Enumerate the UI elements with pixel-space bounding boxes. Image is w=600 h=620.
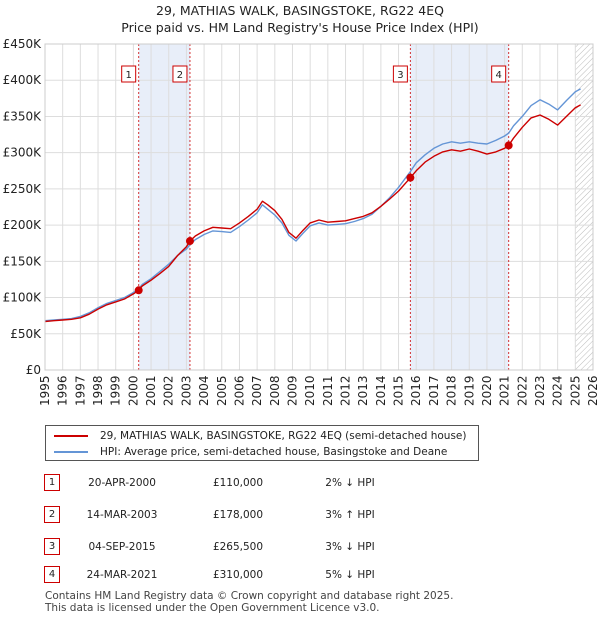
forecast-region xyxy=(575,44,593,370)
table-row: 3 04-SEP-2015 £265,500 3% ↓ HPI xyxy=(0,538,600,556)
chart-subtitle: Price paid vs. HM Land Registry's House … xyxy=(121,20,479,35)
x-tick-label: 1996 xyxy=(56,375,70,406)
legend: 29, MATHIAS WALK, BASINGSTOKE, RG22 4EQ … xyxy=(45,425,479,461)
footer-copyright: Contains HM Land Registry data © Crown c… xyxy=(45,590,454,602)
x-tick-label: 1997 xyxy=(73,375,87,406)
sale-point-3 xyxy=(406,173,415,182)
transaction-price: £178,000 xyxy=(212,509,264,521)
x-tick-label: 2002 xyxy=(162,375,176,406)
sale-badge-3 xyxy=(392,65,408,83)
x-tick-label: 2011 xyxy=(321,375,335,406)
plot-frame xyxy=(44,43,594,371)
x-tick-label: 2012 xyxy=(339,375,353,406)
y-tick-label: £450K xyxy=(3,37,43,51)
transaction-price: £310,000 xyxy=(212,569,264,581)
x-tick-label: 2001 xyxy=(144,375,158,406)
sale-point-1 xyxy=(134,286,143,295)
sale-badge-1 xyxy=(121,65,137,83)
transaction-badge: 2 xyxy=(44,506,60,523)
x-tick-label: 2024 xyxy=(551,375,565,406)
x-tick-label: 2013 xyxy=(356,375,370,406)
chart-title: 29, MATHIAS WALK, BASINGSTOKE, RG22 4EQ xyxy=(156,3,444,18)
legend-label-property: 29, MATHIAS WALK, BASINGSTOKE, RG22 4EQ … xyxy=(100,430,467,442)
x-tick-label: 2010 xyxy=(303,375,317,406)
sale-badge-label-4: 4 xyxy=(495,70,501,81)
x-tick-label: 2022 xyxy=(515,375,529,406)
transaction-hpi-diff: 3% ↓ HPI xyxy=(325,541,375,553)
transaction-hpi-diff: 3% ↑ HPI xyxy=(325,509,375,521)
x-tick-label: 2023 xyxy=(533,375,547,406)
y-tick-label: £250K xyxy=(3,182,43,196)
sale-point-2 xyxy=(185,237,194,246)
x-tick-label: 2018 xyxy=(445,375,459,406)
transaction-price: £110,000 xyxy=(212,477,264,489)
footer: Contains HM Land Registry data © Crown c… xyxy=(45,590,453,614)
x-tick-label: 2008 xyxy=(268,375,282,406)
legend-swatch-property xyxy=(54,435,88,437)
table-row: 2 14-MAR-2003 £178,000 3% ↑ HPI xyxy=(0,506,600,524)
sale-badge-label-2: 2 xyxy=(177,70,183,81)
x-tick-label: 2003 xyxy=(179,375,193,406)
footer-license: This data is licensed under the Open Gov… xyxy=(45,602,380,614)
y-tick-label: £150K xyxy=(3,254,43,268)
x-tick-label: 2020 xyxy=(480,375,494,406)
transaction-date: 04-SEP-2015 xyxy=(88,541,156,553)
x-tick-label: 2016 xyxy=(409,375,423,406)
transaction-date: 14-MAR-2003 xyxy=(86,509,158,521)
transaction-hpi-diff: 2% ↓ HPI xyxy=(325,477,375,489)
transaction-date: 20-APR-2000 xyxy=(88,477,156,489)
transaction-hpi-diff: 5% ↓ HPI xyxy=(325,569,375,581)
y-tick-label: £100K xyxy=(3,291,43,305)
sale-badge-label-3: 3 xyxy=(397,70,403,81)
x-tick-label: 2004 xyxy=(197,375,211,406)
plot-area xyxy=(45,44,593,370)
transaction-badge: 4 xyxy=(44,566,60,583)
shaded-period-2 xyxy=(410,44,509,370)
sale-badge-2 xyxy=(172,65,188,83)
y-tick-label: £0 xyxy=(26,363,41,377)
y-tick-label: £350K xyxy=(3,109,43,123)
x-tick-label: 1999 xyxy=(109,375,123,406)
transaction-badge: 3 xyxy=(44,538,60,555)
x-tick-label: 2009 xyxy=(285,375,299,406)
table-row: 4 24-MAR-2021 £310,000 5% ↓ HPI xyxy=(0,566,600,584)
x-tick-label: 2019 xyxy=(462,375,476,406)
x-tick-label: 2000 xyxy=(126,375,140,406)
transaction-badge: 1 xyxy=(44,474,60,491)
x-tick-label: 1995 xyxy=(38,375,52,406)
y-tick-label: £50K xyxy=(10,327,42,341)
x-tick-label: 2015 xyxy=(392,375,406,406)
x-tick-label: 2006 xyxy=(232,375,246,406)
y-tick-label: £200K xyxy=(3,218,43,232)
x-tick-label: 2017 xyxy=(427,375,441,406)
price-chart: £0 £50K £100K £150K £200K £250K £300K £350K £400… xyxy=(3,37,600,406)
legend-label-hpi: HPI: Average price, semi-detached house,… xyxy=(100,446,448,458)
x-tick-label: 2007 xyxy=(250,375,264,406)
x-tick-label: 2014 xyxy=(374,375,388,406)
legend-swatch-hpi xyxy=(54,451,88,453)
x-tick-label: 1998 xyxy=(91,375,105,406)
y-tick-label: £400K xyxy=(3,73,43,87)
x-tick-label: 2005 xyxy=(215,375,229,406)
x-tick-label: 2021 xyxy=(498,375,512,406)
x-tick-label: 2025 xyxy=(568,375,582,406)
sale-badge-label-1: 1 xyxy=(126,70,132,81)
y-tick-label: £300K xyxy=(3,146,43,160)
sale-point-4 xyxy=(504,141,513,150)
shaded-period-1 xyxy=(138,44,190,370)
x-tick-label: 2026 xyxy=(586,375,600,406)
sale-badge-4 xyxy=(491,65,507,83)
transaction-date: 24-MAR-2021 xyxy=(86,569,158,581)
transaction-price: £265,500 xyxy=(212,541,264,553)
table-row: 1 20-APR-2000 £110,000 2% ↓ HPI xyxy=(0,474,600,492)
